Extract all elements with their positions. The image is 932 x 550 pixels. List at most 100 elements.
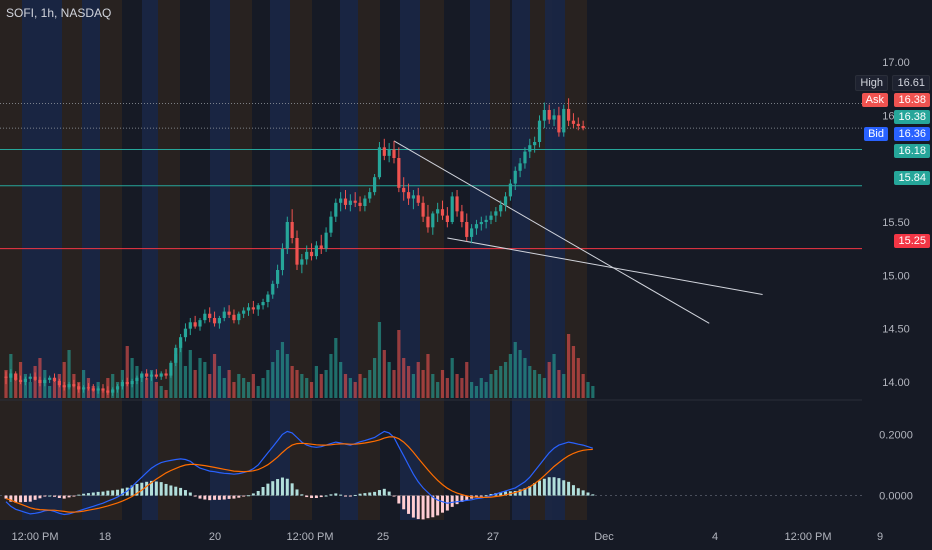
volume-bar: [547, 362, 551, 398]
macd-histogram-bar: [576, 488, 580, 496]
candle-body: [101, 388, 105, 391]
macd-histogram-bar: [53, 495, 56, 497]
macd-histogram-bar: [562, 480, 566, 496]
volume-bar: [397, 330, 401, 398]
level-3-tag: 15.25: [894, 234, 930, 248]
time-axis-label: 18: [99, 531, 111, 543]
volume-bar: [445, 378, 449, 398]
volume-bar: [499, 366, 503, 398]
volume-bar: [518, 350, 522, 398]
session-band: [270, 0, 290, 520]
volume-bar: [145, 378, 149, 398]
macd-histogram-bar: [523, 488, 527, 496]
candle-body: [450, 196, 454, 222]
candle-body: [557, 115, 561, 133]
candle-body: [164, 373, 168, 376]
macd-histogram-bar: [533, 483, 537, 496]
symbol-title[interactable]: SOFI, 1h, NASDAQ: [6, 6, 112, 20]
candle-body: [251, 307, 255, 310]
candle-body: [528, 145, 532, 152]
volume-bar: [169, 374, 173, 398]
macd-histogram-bar: [547, 477, 551, 496]
macd-histogram-bar: [436, 495, 440, 516]
volume-bar: [154, 382, 158, 398]
price-axis-label: 17.00: [882, 57, 910, 69]
macd-histogram-bar: [479, 495, 483, 497]
candle-body: [111, 389, 115, 393]
candle-body: [484, 219, 488, 222]
session-band: [545, 0, 565, 520]
macd-histogram-bar: [571, 485, 575, 496]
candle-body: [96, 388, 100, 391]
macd-histogram-bar: [33, 495, 37, 500]
macd-histogram-bar: [586, 492, 590, 496]
volume-bar: [470, 382, 474, 398]
volume-bar: [334, 338, 338, 398]
time-axis-label: 9: [877, 531, 883, 543]
macd-histogram-bar: [247, 495, 250, 497]
candle-body: [562, 108, 566, 133]
macd-histogram-bar: [140, 482, 144, 496]
session-band: [230, 0, 252, 520]
candle-body: [402, 187, 406, 193]
macd-histogram-bar: [261, 487, 265, 496]
candle-body: [145, 373, 149, 377]
session-band: [470, 0, 490, 520]
macd-histogram-bar: [518, 489, 522, 496]
volume-bar: [581, 374, 585, 398]
macd-histogram-bar: [581, 490, 585, 496]
macd-histogram-bar: [4, 495, 8, 499]
candle-body: [38, 379, 42, 384]
macd-histogram-bar: [62, 495, 66, 499]
macd-histogram-bar: [213, 495, 217, 500]
volume-bar: [465, 362, 469, 398]
macd-histogram-bar: [203, 495, 207, 500]
macd-histogram-bar: [145, 481, 149, 496]
session-band: [490, 0, 510, 520]
macd-histogram-bar: [305, 495, 309, 498]
volume-bar: [431, 374, 435, 398]
candle-body: [14, 373, 18, 380]
macd-histogram-bar: [431, 495, 435, 518]
price-axis-label: 15.50: [882, 217, 910, 229]
macd-histogram-bar: [489, 494, 493, 496]
volume-bar: [266, 370, 270, 398]
macd-histogram-bar: [557, 478, 561, 496]
candle-body: [217, 318, 221, 324]
volume-bar: [285, 354, 289, 398]
candle-body: [280, 248, 285, 270]
volume-bar: [33, 366, 37, 398]
macd-histogram-bar: [232, 495, 236, 499]
signal-line: [5, 436, 593, 513]
candle-body: [503, 196, 508, 205]
candle-body: [62, 385, 66, 388]
candle-body: [86, 387, 91, 389]
volume-bar: [484, 382, 488, 398]
macd-histogram-bar: [538, 480, 541, 496]
macd-histogram-bar: [484, 495, 488, 497]
macd-histogram-bar: [353, 494, 357, 496]
session-band: [22, 0, 62, 520]
volume-bar: [421, 370, 425, 398]
macd-histogram-bar: [14, 495, 18, 503]
candle-body: [309, 251, 314, 257]
candle-body: [198, 320, 202, 327]
macd-histogram-bar: [38, 495, 42, 499]
volume-bar: [188, 350, 192, 398]
volume-bar: [537, 374, 542, 398]
candle-body: [377, 147, 382, 178]
volume-bar: [149, 370, 154, 398]
candle-body: [23, 378, 27, 382]
candle-body: [353, 200, 357, 203]
volume-bar: [48, 386, 52, 398]
candle-body: [52, 377, 57, 381]
volume-bar: [183, 366, 188, 398]
macd-histogram-bar: [130, 485, 134, 496]
candle-body: [343, 198, 348, 205]
volume-bar: [474, 386, 479, 398]
candle-body: [518, 163, 522, 171]
time-axis-label: 12:00 PM: [784, 531, 831, 543]
macd-histogram-bar: [154, 481, 158, 496]
candle-body: [416, 195, 420, 203]
